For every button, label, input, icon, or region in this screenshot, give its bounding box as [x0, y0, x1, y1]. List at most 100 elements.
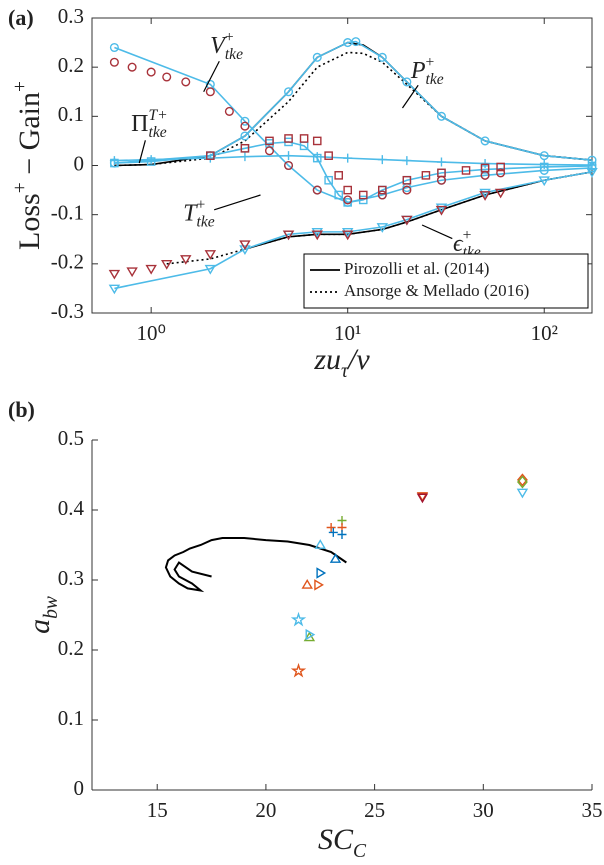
marker: [480, 159, 490, 169]
marker: [401, 215, 413, 226]
marker: [402, 185, 412, 195]
series-line: [114, 171, 593, 290]
label-part: +: [10, 182, 31, 193]
label-part: − Gain: [13, 92, 46, 182]
label-part: +: [463, 227, 472, 244]
panel-label: (a): [8, 5, 34, 30]
annotation-arrow: [138, 140, 146, 164]
marker: [517, 473, 528, 487]
marker: [480, 136, 490, 146]
marker: [437, 168, 446, 178]
marker: [334, 171, 344, 180]
x-axis-label: SCC: [318, 823, 367, 862]
marker: [377, 155, 387, 165]
x-tick-label: 30: [473, 798, 494, 822]
label-part: SC: [318, 823, 354, 856]
label-part: a: [23, 619, 56, 634]
y-tick-label: -0.1: [51, 200, 84, 224]
marker: [435, 203, 448, 214]
label-part: +: [225, 29, 234, 46]
marker: [587, 160, 597, 170]
annotation-arrow: [213, 194, 261, 211]
x-tick-label: 20: [255, 798, 276, 822]
marker: [343, 185, 352, 195]
y-tick-label: 0.1: [58, 102, 84, 126]
marker: [377, 52, 387, 62]
marker: [538, 176, 550, 187]
x-axis-label: zuτ/ν: [313, 343, 370, 382]
series-line: [244, 171, 593, 250]
marker: [284, 151, 294, 161]
marker: [204, 264, 217, 275]
y-tick-label: 0: [74, 776, 85, 800]
marker: [240, 131, 250, 141]
marker: [479, 191, 491, 201]
marker: [265, 136, 274, 146]
marker: [305, 628, 316, 641]
y-tick-label: 0.3: [58, 4, 84, 28]
marker: [162, 72, 172, 82]
label-part: tke: [197, 214, 215, 231]
annotation: ΠT+ tke: [131, 107, 168, 141]
marker: [326, 523, 336, 532]
marker: [436, 157, 446, 167]
label-part: bw: [41, 596, 62, 619]
marker: [324, 175, 333, 185]
marker: [312, 52, 322, 62]
marker: [312, 136, 322, 146]
marker: [479, 188, 491, 199]
marker: [496, 168, 506, 178]
marker: [239, 245, 251, 255]
marker: [206, 151, 215, 160]
legend-label: Pirozolli et al. (2014): [344, 259, 489, 278]
marker: [311, 228, 323, 238]
marker: [539, 151, 549, 161]
marker: [239, 240, 251, 251]
series-line: [164, 537, 347, 593]
marker: [145, 264, 157, 275]
marker: [240, 116, 250, 126]
annotation: P+ tke: [410, 54, 444, 88]
marker: [311, 230, 323, 241]
marker: [284, 160, 294, 171]
y-axis-label: Loss+ − Gain+: [10, 81, 46, 250]
marker: [284, 87, 294, 97]
marker: [126, 267, 138, 278]
marker: [290, 662, 307, 678]
y-tick-label: 0.5: [58, 426, 84, 450]
series-line: [114, 41, 593, 167]
marker: [314, 539, 326, 549]
series-line: [114, 51, 593, 167]
marker: [264, 146, 275, 156]
marker: [284, 134, 293, 143]
annotation: T+ tke: [183, 197, 215, 231]
marker: [240, 143, 250, 153]
marker: [539, 160, 549, 170]
marker: [402, 77, 412, 87]
marker: [351, 37, 361, 47]
marker: [334, 190, 344, 200]
marker: [480, 163, 490, 173]
y-tick-label: 0.3: [58, 566, 84, 590]
marker: [146, 67, 156, 77]
label-part: Loss: [13, 193, 46, 250]
label-part: +: [10, 81, 31, 92]
marker: [341, 228, 354, 238]
legend-box: [303, 253, 589, 309]
x-tick-label: 10²: [531, 321, 558, 345]
marker: [402, 156, 412, 166]
y-tick-label: -0.2: [51, 250, 84, 274]
marker: [204, 250, 217, 260]
marker: [494, 188, 507, 199]
marker: [180, 255, 192, 265]
series-line: [166, 171, 593, 265]
y-tick-label: 0.1: [58, 706, 84, 730]
label-part: /ν: [346, 343, 370, 376]
marker: [416, 493, 429, 504]
label-part: V: [210, 33, 227, 59]
marker: [108, 269, 121, 280]
label-part: tke: [426, 71, 444, 88]
marker: [109, 57, 119, 67]
marker: [341, 230, 354, 241]
label-part: T: [183, 200, 198, 226]
